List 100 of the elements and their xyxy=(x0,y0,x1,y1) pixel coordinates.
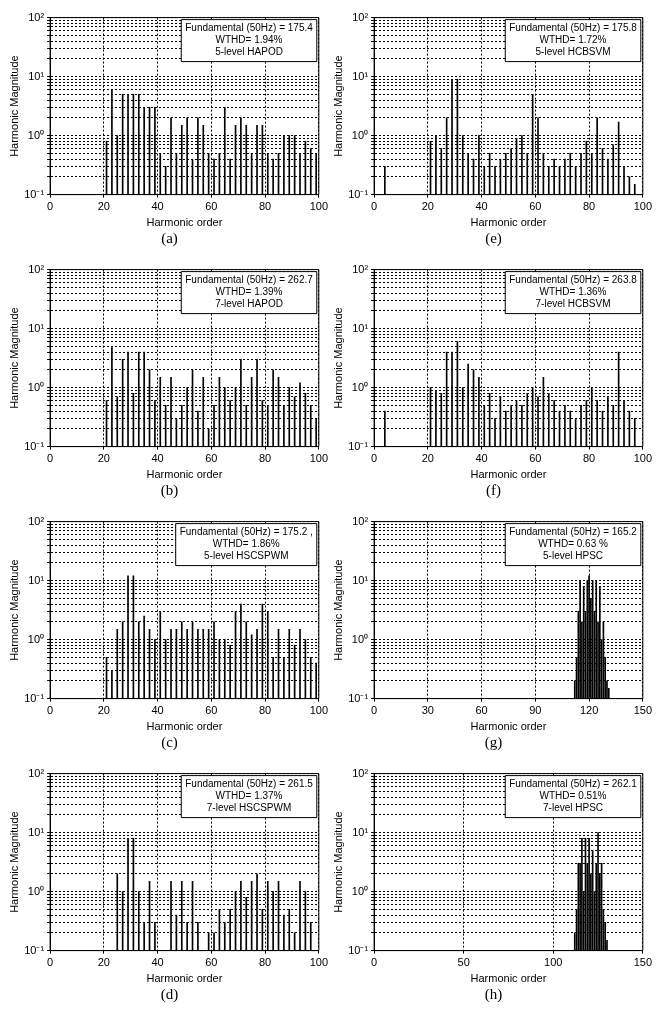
x-tick-label: 30 xyxy=(421,704,434,717)
text: (f) xyxy=(485,482,502,499)
text: (a) xyxy=(160,230,179,247)
x-tick-label: 80 xyxy=(582,200,596,213)
annotation: WTHD= 1.72% xyxy=(539,34,607,46)
y-tick-label: 10² xyxy=(352,766,369,779)
x-tick-label: 100 xyxy=(309,452,328,465)
x-axis-title: Harmonic order xyxy=(470,216,547,229)
y-tick-label: 10¹ xyxy=(352,573,369,586)
text: (d) xyxy=(159,986,180,1003)
x-tick-label: 0 xyxy=(47,956,54,969)
annotation: WTHD= 1.39% xyxy=(215,286,283,298)
x-axis-title: Harmonic order xyxy=(146,972,223,985)
x-tick-label: 100 xyxy=(309,200,328,213)
y-tick-label: 10⁻¹ xyxy=(348,691,369,704)
x-tick-label: 40 xyxy=(151,956,164,969)
annotation: WTHD= 1.36% xyxy=(539,286,607,298)
x-tick-label: 20 xyxy=(97,200,110,213)
text: (b) xyxy=(159,482,180,499)
x-tick-label: 100 xyxy=(309,956,328,969)
y-tick-label: 10⁰ xyxy=(351,884,369,897)
y-tick-label: 10⁰ xyxy=(351,128,369,141)
text: (c) xyxy=(160,734,179,751)
x-tick-label: 80 xyxy=(582,452,596,465)
x-tick-label: 60 xyxy=(529,452,542,465)
x-tick-label: 0 xyxy=(371,200,378,213)
y-axis-title: Harmonic Magnitude xyxy=(7,811,20,913)
annotation: Fundamental (50Hz) = 262.7 xyxy=(185,274,314,286)
annotation: 5-level HPSC xyxy=(543,550,604,562)
x-tick-label: 60 xyxy=(205,200,218,213)
y-tick-label: 10² xyxy=(28,10,45,23)
annotation: Fundamental (50Hz) = 175.4 xyxy=(185,22,314,34)
y-tick-label: 10² xyxy=(28,766,45,779)
y-tick-label: 10² xyxy=(28,514,45,527)
annotation: 7-level HSCSPWM xyxy=(206,802,292,814)
x-tick-label: 40 xyxy=(475,200,488,213)
y-tick-label: 10² xyxy=(352,262,369,275)
y-tick-label: 10² xyxy=(352,10,369,23)
annotation: WTHD= 1.94% xyxy=(215,34,283,46)
text: (h) xyxy=(483,986,504,1003)
x-tick-label: 0 xyxy=(371,704,378,717)
x-tick-label: 60 xyxy=(475,704,488,717)
y-axis-title: Harmonic Magnitude xyxy=(7,559,20,661)
x-tick-label: 100 xyxy=(633,452,652,465)
annotation: Fundamental (50Hz) = 262.1 xyxy=(509,778,638,790)
annotation: 7-level HPSC xyxy=(543,802,604,814)
x-tick-label: 40 xyxy=(151,452,164,465)
x-axis-title: Harmonic order xyxy=(470,972,547,985)
y-tick-label: 10⁰ xyxy=(27,380,45,393)
y-axis-title: Harmonic Magnitude xyxy=(7,55,20,157)
x-tick-label: 0 xyxy=(371,452,378,465)
x-tick-label: 0 xyxy=(47,704,54,717)
text: (g) xyxy=(483,734,504,751)
y-tick-label: 10⁻¹ xyxy=(348,187,369,200)
annotation: WTHD= 1.37% xyxy=(215,790,283,802)
x-tick-label: 150 xyxy=(633,956,652,969)
x-tick-label: 80 xyxy=(258,956,272,969)
x-tick-label: 150 xyxy=(633,704,652,717)
y-tick-label: 10¹ xyxy=(352,825,369,838)
y-axis-title: Harmonic Magnitude xyxy=(7,307,20,409)
y-tick-label: 10⁰ xyxy=(27,884,45,897)
x-axis-title: Harmonic order xyxy=(470,468,547,481)
x-tick-label: 50 xyxy=(457,956,470,969)
x-tick-label: 100 xyxy=(633,200,652,213)
x-tick-label: 60 xyxy=(205,704,218,717)
y-tick-label: 10⁰ xyxy=(351,380,369,393)
x-tick-label: 20 xyxy=(421,452,434,465)
x-tick-label: 0 xyxy=(371,956,378,969)
x-tick-label: 100 xyxy=(544,956,563,969)
annotation: Fundamental (50Hz) = 261.5 xyxy=(185,778,314,790)
y-tick-label: 10⁰ xyxy=(27,128,45,141)
annotation: Fundamental (50Hz) = 175.2 , xyxy=(179,526,313,538)
x-tick-label: 40 xyxy=(151,704,164,717)
y-tick-label: 10⁻¹ xyxy=(24,691,45,704)
y-tick-label: 10⁻¹ xyxy=(24,943,45,956)
x-tick-label: 60 xyxy=(205,452,218,465)
x-tick-label: 20 xyxy=(97,956,110,969)
annotation: WTHD= 0.51% xyxy=(539,790,607,802)
y-tick-label: 10⁻¹ xyxy=(24,187,45,200)
annotation: 7-level HCBSVM xyxy=(535,298,611,310)
y-axis-title: Harmonic Magnitude xyxy=(331,811,344,913)
y-tick-label: 10⁻¹ xyxy=(348,439,369,452)
y-tick-label: 10¹ xyxy=(352,321,369,334)
x-tick-label: 20 xyxy=(421,200,434,213)
x-tick-label: 0 xyxy=(47,200,54,213)
y-tick-label: 10⁰ xyxy=(27,632,45,645)
x-axis-title: Harmonic order xyxy=(146,720,223,733)
x-axis-title: Harmonic order xyxy=(146,468,223,481)
y-axis-title: Harmonic Magnitude xyxy=(331,55,344,157)
y-tick-label: 10¹ xyxy=(28,573,45,586)
x-tick-label: 120 xyxy=(579,704,599,717)
y-tick-label: 10¹ xyxy=(352,69,369,82)
x-tick-label: 0 xyxy=(47,452,54,465)
y-tick-label: 10¹ xyxy=(28,69,45,82)
y-tick-label: 10² xyxy=(28,262,45,275)
y-tick-label: 10¹ xyxy=(28,321,45,334)
x-axis-title: Harmonic order xyxy=(470,720,547,733)
y-tick-label: 10⁻¹ xyxy=(348,943,369,956)
y-axis-title: Harmonic Magnitude xyxy=(331,307,344,409)
x-tick-label: 60 xyxy=(205,956,218,969)
